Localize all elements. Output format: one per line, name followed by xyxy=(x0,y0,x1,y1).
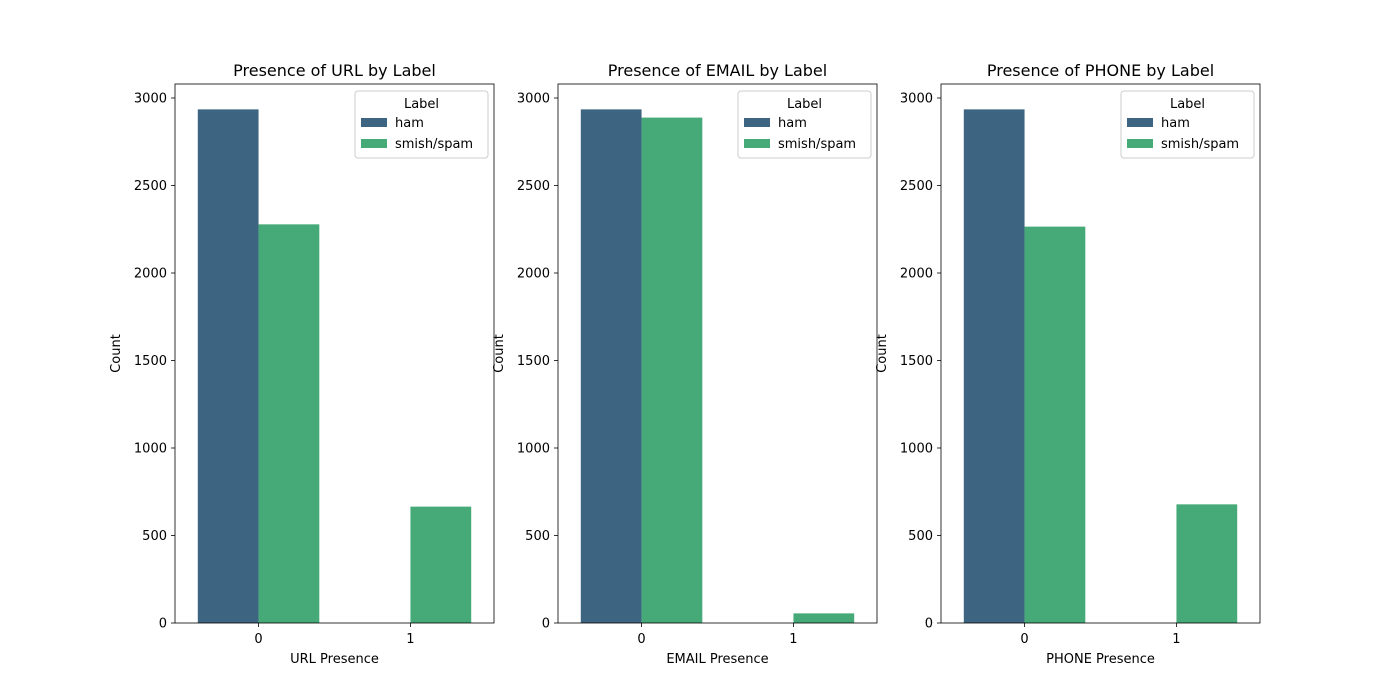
y-tick-label: 1500 xyxy=(134,354,167,369)
chart-panel: 0 500 1000 1500 2000 2500 3000 0 1 Presence of EM… xyxy=(492,61,878,667)
bar-ham-0 xyxy=(197,109,259,624)
legend-box xyxy=(1120,90,1255,159)
y-tick-label: 3000 xyxy=(900,92,933,107)
legend-entry: smish/spam xyxy=(778,137,856,152)
y-tick-label: 2500 xyxy=(900,179,933,194)
legend-title: Label xyxy=(787,97,822,112)
legend-swatch xyxy=(744,118,770,127)
legend-entry: smish/spam xyxy=(395,137,473,152)
y-tick-label: 500 xyxy=(908,529,933,544)
y-tick-label: 0 xyxy=(542,617,550,632)
chart-title: Presence of URL by Label xyxy=(233,61,436,80)
legend-box xyxy=(737,90,872,159)
y-tick-label: 3000 xyxy=(517,92,550,107)
legend-swatch xyxy=(361,118,387,127)
x-axis-label: EMAIL Presence xyxy=(666,652,768,667)
y-tick-label: 1000 xyxy=(900,442,933,457)
legend: Label ham smish/spam xyxy=(737,90,872,159)
legend-entry: ham xyxy=(395,116,424,131)
bar-smish-spam-0 xyxy=(258,224,320,623)
legend-entry: ham xyxy=(778,116,807,131)
bar-ham-0 xyxy=(963,109,1025,624)
chart-panel: 0 500 1000 1500 2000 2500 3000 0 1 Presence of PH… xyxy=(875,61,1261,667)
legend: Label ham smish/spam xyxy=(354,90,489,159)
y-tick-label: 2000 xyxy=(134,267,167,282)
y-tick-label: 0 xyxy=(159,617,167,632)
x-tick-label: 1 xyxy=(789,632,797,647)
legend-swatch xyxy=(361,139,387,148)
y-tick-label: 3000 xyxy=(134,92,167,107)
axes-frame xyxy=(940,83,1261,624)
x-tick-label: 0 xyxy=(254,632,262,647)
y-tick-label: 500 xyxy=(142,529,167,544)
bar-smish-spam-1 xyxy=(793,613,855,624)
y-axis-label: Count xyxy=(492,334,507,373)
bar-smish-spam-1 xyxy=(410,506,472,624)
legend-entry: ham xyxy=(1161,116,1190,131)
legend-title: Label xyxy=(404,97,439,112)
y-axis-label: Count xyxy=(109,334,124,373)
bar-ham-0 xyxy=(580,109,642,624)
axes-frame xyxy=(174,83,495,624)
chart-title: Presence of EMAIL by Label xyxy=(608,61,827,80)
legend-swatch xyxy=(744,139,770,148)
bar-smish-spam-1 xyxy=(1176,504,1238,623)
y-tick-label: 0 xyxy=(925,617,933,632)
legend: Label ham smish/spam xyxy=(1120,90,1255,159)
y-axis-label: Count xyxy=(875,334,890,373)
x-axis-label: URL Presence xyxy=(290,652,379,667)
y-tick-label: 1500 xyxy=(517,354,550,369)
x-tick-label: 0 xyxy=(637,632,645,647)
y-tick-label: 2500 xyxy=(134,179,167,194)
bar-smish-spam-0 xyxy=(641,117,703,623)
legend-box xyxy=(354,90,489,159)
x-tick-label: 1 xyxy=(1172,632,1180,647)
bar-smish-spam-0 xyxy=(1024,226,1086,624)
y-tick-label: 1500 xyxy=(900,354,933,369)
y-tick-label: 2500 xyxy=(517,179,550,194)
x-axis-label: PHONE Presence xyxy=(1046,652,1155,667)
y-tick-label: 500 xyxy=(525,529,550,544)
legend-swatch xyxy=(1127,139,1153,148)
chart-title: Presence of PHONE by Label xyxy=(987,61,1214,80)
legend-swatch xyxy=(1127,118,1153,127)
y-tick-label: 1000 xyxy=(517,442,550,457)
x-tick-label: 0 xyxy=(1020,632,1028,647)
x-tick-label: 1 xyxy=(406,632,414,647)
legend-title: Label xyxy=(1170,97,1205,112)
y-tick-label: 2000 xyxy=(517,267,550,282)
y-tick-label: 2000 xyxy=(900,267,933,282)
axes-frame xyxy=(557,83,878,624)
y-tick-label: 1000 xyxy=(134,442,167,457)
legend-entry: smish/spam xyxy=(1161,137,1239,152)
chart-panel: 0 500 1000 1500 2000 2500 3000 0 1 Presence of UR… xyxy=(109,61,495,667)
